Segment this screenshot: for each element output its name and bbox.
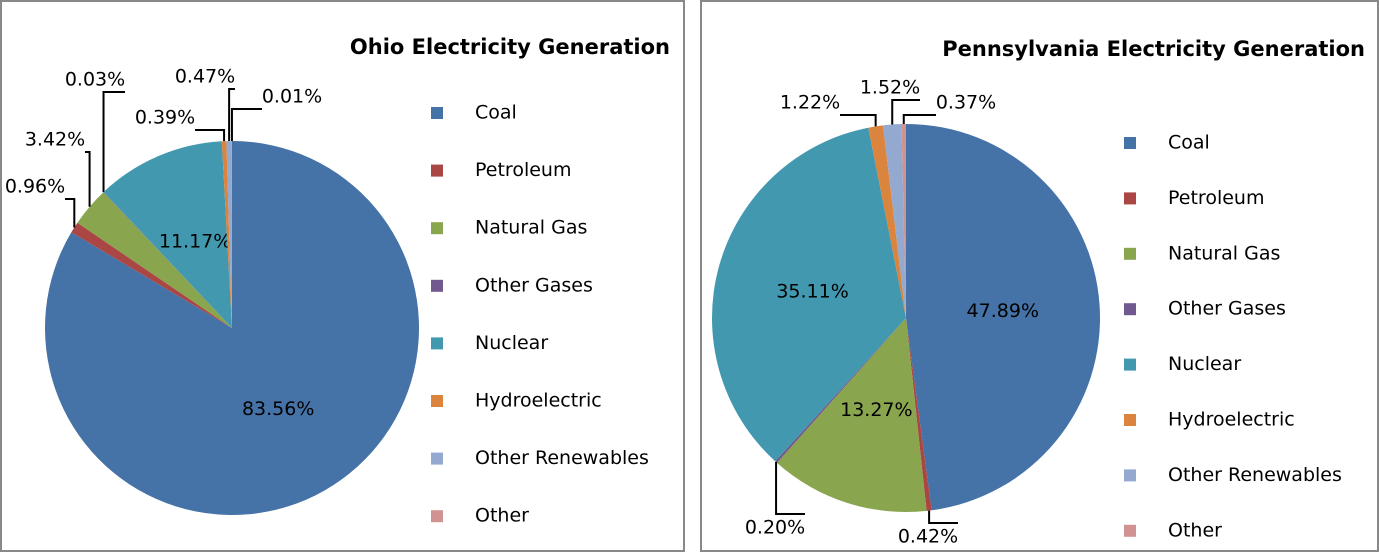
legend-label: Other Renewables xyxy=(1168,464,1342,486)
pie-slice xyxy=(77,192,232,328)
legend-swatch xyxy=(431,164,443,177)
pie-slice xyxy=(775,318,906,463)
leader-line xyxy=(891,99,920,125)
legend-label: Coal xyxy=(1168,132,1210,154)
data-label: 0.42% xyxy=(898,526,958,548)
leader-line xyxy=(228,88,235,142)
legend-label: Hydroelectric xyxy=(475,390,602,412)
legend-swatch xyxy=(431,510,443,523)
pie-slice xyxy=(901,124,906,318)
leader-line xyxy=(195,129,226,142)
legend-label: Natural Gas xyxy=(1168,242,1280,264)
leader-line xyxy=(230,108,262,142)
chart-title: Ohio Electricity Generation xyxy=(350,35,670,59)
data-label: 0.03% xyxy=(65,69,125,91)
data-label: 0.01% xyxy=(262,86,322,108)
leader-line xyxy=(928,510,958,524)
legend-label: Natural Gas xyxy=(475,217,587,239)
data-label: 35.11% xyxy=(776,280,848,302)
legend-swatch xyxy=(1124,303,1136,316)
data-label: 0.39% xyxy=(135,107,195,129)
legend-label: Other xyxy=(1168,519,1222,541)
pie-slice xyxy=(906,124,1100,511)
legend-swatch xyxy=(431,395,443,407)
legend-label: Other Gases xyxy=(1168,298,1286,320)
legend-label: Other Renewables xyxy=(475,447,649,469)
leader-line xyxy=(840,114,877,127)
data-label: 0.96% xyxy=(5,176,65,198)
data-label: 3.42% xyxy=(25,129,85,151)
legend-swatch xyxy=(1124,137,1136,149)
legend-swatch xyxy=(431,222,443,235)
legend-swatch xyxy=(1124,358,1136,371)
data-label: 0.20% xyxy=(745,517,805,539)
data-label: 13.27% xyxy=(840,399,912,421)
legend-label: Petroleum xyxy=(475,159,571,181)
data-label: 1.22% xyxy=(780,92,840,114)
legend-swatch xyxy=(1124,414,1136,426)
pie-slice xyxy=(712,127,906,462)
pie-slice xyxy=(906,318,932,511)
legend-label: Petroleum xyxy=(1168,187,1264,209)
legend-label: Nuclear xyxy=(475,332,548,354)
pie-slice xyxy=(221,141,232,328)
leader-line xyxy=(102,91,125,193)
legend-label: Nuclear xyxy=(1168,353,1241,375)
legend-label: Coal xyxy=(475,102,517,124)
data-label: 1.52% xyxy=(860,77,920,99)
legend-swatch xyxy=(1124,192,1136,205)
data-label: 83.56% xyxy=(242,398,314,420)
pie-slice xyxy=(868,125,906,318)
legend-label: Other xyxy=(475,505,529,527)
legend-swatch xyxy=(1124,524,1136,537)
pie-slice xyxy=(44,141,419,515)
leader-line xyxy=(85,151,91,207)
pie-slice xyxy=(226,141,232,328)
pie-slice xyxy=(103,141,233,328)
legend-swatch xyxy=(1124,469,1136,482)
data-label: 0.47% xyxy=(175,66,235,88)
pie-slice xyxy=(71,222,232,328)
legend-swatch xyxy=(431,279,443,292)
chart-title: Pennsylvania Electricity Generation xyxy=(942,37,1365,61)
pie-slice xyxy=(883,124,906,318)
data-label: 47.89% xyxy=(967,300,1039,322)
data-label: 11.17% xyxy=(159,231,231,253)
leader-line xyxy=(775,462,805,515)
legend-swatch xyxy=(431,337,443,350)
pie-slice xyxy=(776,318,927,512)
legend-swatch xyxy=(1124,247,1136,260)
legend-swatch xyxy=(431,452,443,465)
pie-slice xyxy=(103,191,232,328)
legend-swatch xyxy=(431,107,443,119)
legend-label: Hydroelectric xyxy=(1168,409,1295,431)
leader-line xyxy=(65,198,76,228)
data-label: 0.37% xyxy=(936,92,996,114)
leader-line xyxy=(902,114,936,125)
legend-label: Other Gases xyxy=(475,274,593,296)
